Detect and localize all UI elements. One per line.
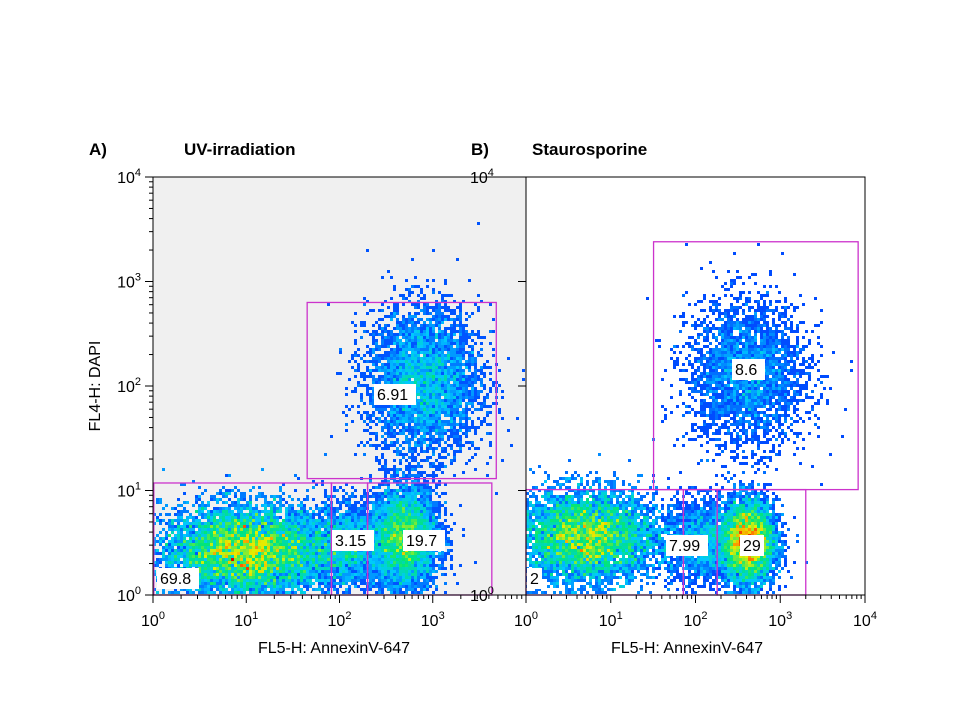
gate-dead-percent: 8.6 <box>735 362 757 379</box>
panel-b-plot: 2 7.99 29 8.6 100 101 102 103 104 100 104 <box>470 167 877 630</box>
y-tick-label: 104 <box>470 167 494 187</box>
gate-label-background <box>666 535 708 556</box>
panel-a-label: A) <box>89 140 107 159</box>
x-tick-label: 102 <box>684 610 708 630</box>
panel-a-y-axis-label: FL4-H: DAPI <box>87 341 104 432</box>
panel-a-x-axis-label: FL5-H: AnnexinV-647 <box>258 640 410 657</box>
gate-late-percent: 19.7 <box>406 533 437 550</box>
y-tick-label: 100 <box>470 585 494 605</box>
gate-late-percent: 29 <box>743 538 761 555</box>
density-cloud <box>153 222 525 594</box>
gate-label-background <box>403 530 445 551</box>
gate-label-background <box>527 568 542 589</box>
x-tick-label: 103 <box>768 610 792 630</box>
x-tick-label: 104 <box>853 610 877 630</box>
y-tick-label: 101 <box>117 481 141 501</box>
x-tick-label: 102 <box>328 610 352 630</box>
y-tick-label: 103 <box>117 272 141 292</box>
y-tick-label: 100 <box>117 585 141 605</box>
gate-label-background <box>374 384 416 405</box>
gate-label-background <box>732 359 765 380</box>
x-tick-label: 103 <box>421 610 445 630</box>
x-tick-label: 101 <box>234 610 258 630</box>
gate-dead-percent: 6.91 <box>377 387 408 404</box>
x-tick-label: 100 <box>141 610 165 630</box>
gate-label-background <box>740 535 764 556</box>
panel-a-plot: 69.8 3.15 19.7 6.91 100 101 102 103 100 101 102 103… <box>117 167 527 630</box>
x-tick-label: 101 <box>599 610 623 630</box>
panel-b-title: Staurosporine <box>532 140 648 159</box>
gate-dead <box>652 241 859 491</box>
gate-dead <box>306 301 497 480</box>
y-tick-label: 104 <box>117 167 141 187</box>
panel-b-label: B) <box>471 140 489 159</box>
y-tick-label: 102 <box>117 376 141 396</box>
gate-early-percent: 3.15 <box>335 533 366 550</box>
x-tick-label: 100 <box>514 610 538 630</box>
panel-a-title: UV-irradiation <box>184 140 296 159</box>
gate-live-percent: 2 <box>530 571 539 588</box>
gate-early-percent: 7.99 <box>669 538 700 555</box>
gate-label-background <box>157 568 199 589</box>
gate-label-background <box>332 530 374 551</box>
gate-live-percent: 69.8 <box>160 571 191 588</box>
panel-b-x-axis-label: FL5-H: AnnexinV-647 <box>611 640 763 657</box>
